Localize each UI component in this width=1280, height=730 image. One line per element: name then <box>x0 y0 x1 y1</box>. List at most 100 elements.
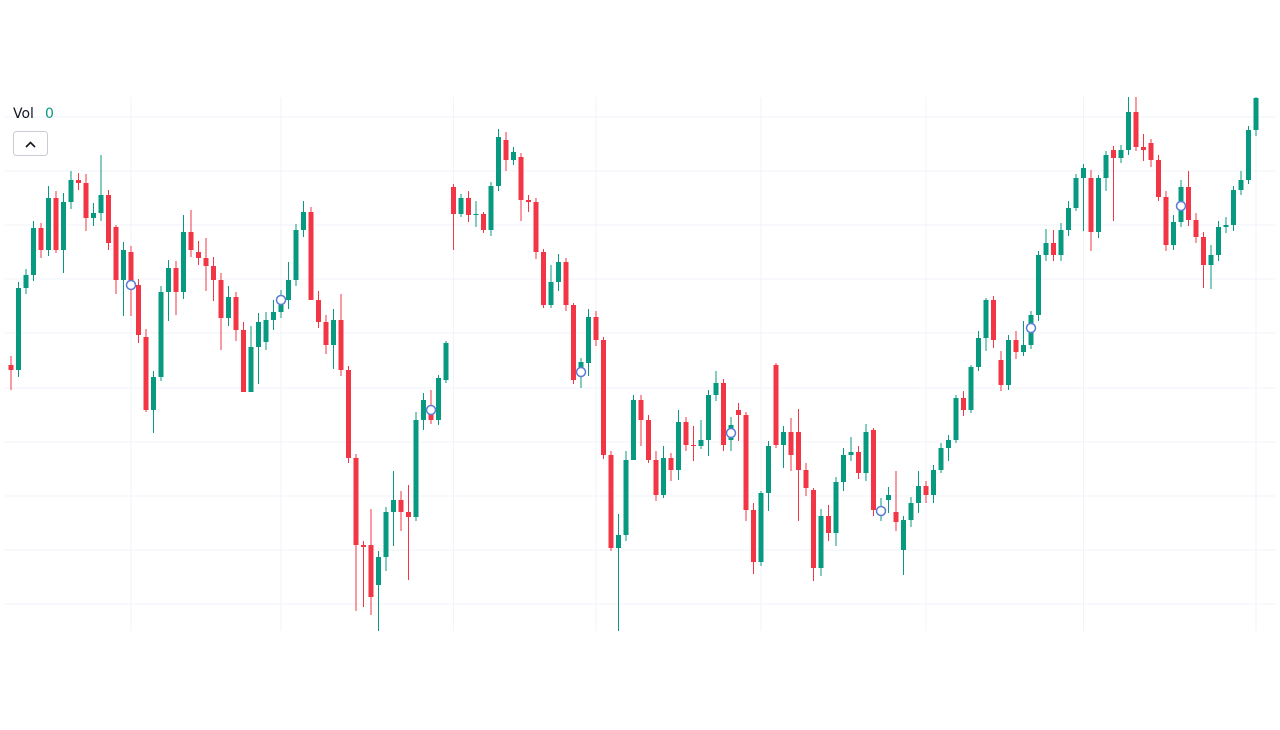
event-marker <box>425 404 437 416</box>
collapse-button[interactable] <box>13 131 48 156</box>
candle-body <box>1216 227 1221 255</box>
candle-body <box>1081 168 1086 178</box>
candle-body <box>661 458 666 495</box>
candle-body <box>976 338 981 367</box>
candle-body <box>788 432 794 455</box>
candle-body <box>113 227 119 280</box>
candle-body <box>1013 340 1019 352</box>
candle-body <box>503 140 509 160</box>
candle-body <box>901 520 906 550</box>
candle-body <box>466 198 471 215</box>
candle-body <box>1006 340 1011 385</box>
candle-body <box>98 195 104 213</box>
candle-body <box>541 252 546 305</box>
candle-body <box>1036 255 1041 315</box>
candle-body <box>511 152 516 160</box>
candle-body <box>271 312 276 320</box>
candle-body <box>908 503 914 520</box>
candle-body <box>308 212 314 300</box>
candle-body <box>233 297 239 330</box>
candle-body <box>421 400 426 420</box>
candle-body <box>886 495 891 500</box>
candle-body <box>451 187 456 214</box>
candle-body <box>263 320 269 342</box>
candle-body <box>196 252 201 258</box>
candle-body <box>8 365 14 370</box>
candle-body <box>1156 160 1161 197</box>
candle-body <box>496 137 501 186</box>
candle-body <box>1246 130 1251 180</box>
candle-body <box>301 212 306 230</box>
candle-body <box>706 395 711 440</box>
candle-body <box>676 422 681 470</box>
candle-body <box>1186 187 1191 220</box>
candle-body <box>983 300 989 338</box>
candle-body <box>248 347 254 392</box>
candle-body <box>1163 197 1169 245</box>
candle-body <box>16 288 21 370</box>
candle-body <box>781 432 786 445</box>
candle-body <box>721 383 726 445</box>
candle-body <box>121 250 126 280</box>
candle-body <box>1043 243 1049 255</box>
grid <box>5 97 1275 631</box>
candle-body <box>773 365 779 445</box>
candle-body <box>376 557 381 585</box>
candle-body <box>166 268 171 292</box>
candle-body <box>128 252 134 285</box>
chevron-icon[interactable] <box>25 141 36 148</box>
candle-body <box>91 213 96 218</box>
candle-body <box>638 400 644 420</box>
candle-body <box>713 383 719 395</box>
legend-label: Vol <box>13 106 34 122</box>
candle-body <box>136 285 141 335</box>
candle-body <box>481 214 486 230</box>
candle-body <box>616 535 621 548</box>
candle-body <box>608 455 614 548</box>
candle-body <box>593 317 599 340</box>
candle-body <box>211 266 216 280</box>
candle-body <box>691 445 696 446</box>
candle-body <box>586 317 591 363</box>
candle-body <box>1201 237 1206 265</box>
candle-body <box>833 482 839 533</box>
candle-body <box>1111 150 1116 158</box>
candle-body <box>698 440 704 446</box>
candle-body <box>991 300 996 340</box>
candle-body <box>1118 150 1124 158</box>
candle-body <box>751 510 756 562</box>
candle-body <box>871 430 876 510</box>
candle-body <box>226 297 231 318</box>
candle-body <box>646 420 651 460</box>
candle-body <box>23 275 29 288</box>
candle-body <box>848 452 854 455</box>
event-marker <box>125 279 137 291</box>
candle-body <box>1208 255 1214 265</box>
candle-body <box>916 486 921 503</box>
candle-body <box>571 305 576 380</box>
event-marker <box>725 427 737 439</box>
candle-body <box>346 370 351 458</box>
candle-body <box>811 490 816 568</box>
candle-body <box>931 470 936 495</box>
candle-body <box>203 258 209 266</box>
event-marker <box>575 366 587 378</box>
candle-body <box>316 300 321 322</box>
candle-body <box>841 455 846 482</box>
candle-body <box>1103 155 1109 178</box>
candles <box>8 97 1259 631</box>
candle-body <box>631 400 636 460</box>
candle-body <box>893 512 899 522</box>
candle-body <box>151 377 156 410</box>
candle-body <box>331 320 336 345</box>
candle-body <box>406 512 411 517</box>
candle-body <box>1141 147 1146 150</box>
candle-body <box>83 183 89 218</box>
candle-body <box>548 282 554 305</box>
event-marker <box>1175 200 1187 212</box>
candle-body <box>668 458 674 470</box>
candle-body <box>443 343 449 380</box>
candle-body <box>391 500 396 512</box>
candle-body <box>361 545 366 547</box>
candle-body <box>323 322 329 345</box>
